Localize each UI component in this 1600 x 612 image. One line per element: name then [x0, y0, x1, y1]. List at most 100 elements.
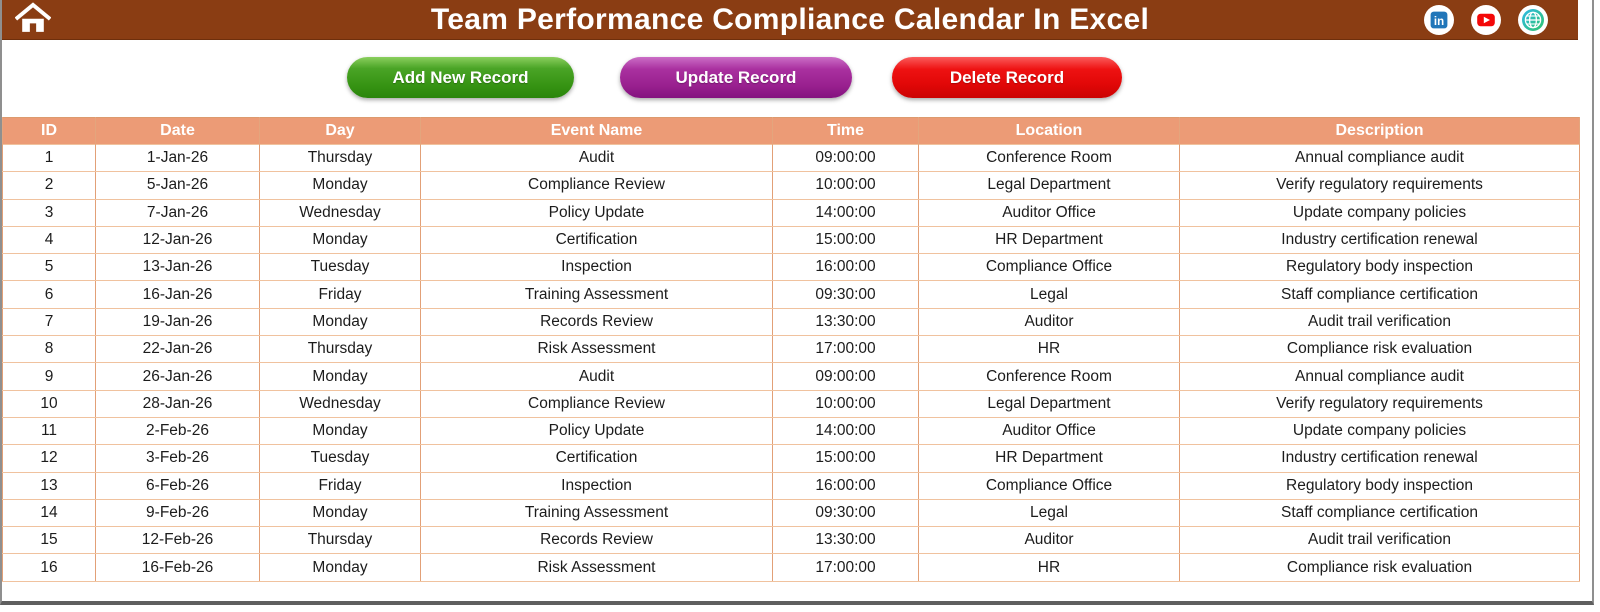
- cell-event-name[interactable]: Training Assessment: [420, 280, 773, 309]
- table-row[interactable]: 12 3-Feb-26 Tuesday Certification 15:00:00 HR…: [2, 444, 1580, 473]
- cell-event-name[interactable]: Records Review: [420, 526, 773, 555]
- cell-time[interactable]: 15:00:00: [772, 225, 919, 255]
- cell-id[interactable]: 16: [2, 553, 96, 582]
- cell-event-name[interactable]: Certification: [420, 444, 773, 473]
- cell-id[interactable]: 4: [2, 225, 96, 255]
- table-row[interactable]: 3 7-Jan-26 Wednesday Policy Update 14:00:00 A…: [2, 198, 1580, 227]
- cell-time[interactable]: 10:00:00: [772, 171, 919, 200]
- cell-date[interactable]: 5-Jan-26: [95, 171, 260, 200]
- cell-day[interactable]: Monday: [259, 553, 421, 582]
- cell-date[interactable]: 19-Jan-26: [95, 307, 260, 337]
- table-row[interactable]: 15 12-Feb-26 Thursday Records Review 13:30:0…: [2, 526, 1580, 555]
- cell-location[interactable]: HR Department: [918, 444, 1180, 473]
- youtube-icon[interactable]: [1471, 5, 1501, 35]
- cell-id[interactable]: 15: [2, 526, 96, 555]
- cell-time[interactable]: 16:00:00: [772, 253, 919, 282]
- cell-description[interactable]: Industry certification renewal: [1179, 225, 1580, 255]
- cell-description[interactable]: Compliance risk evaluation: [1179, 335, 1580, 364]
- cell-date[interactable]: 3-Feb-26: [95, 444, 260, 473]
- cell-id[interactable]: 10: [2, 389, 96, 418]
- cell-event-name[interactable]: Certification: [420, 225, 773, 255]
- cell-description[interactable]: Update company policies: [1179, 198, 1580, 227]
- cell-day[interactable]: Wednesday: [259, 389, 421, 418]
- cell-event-name[interactable]: Audit: [420, 362, 773, 391]
- cell-event-name[interactable]: Training Assessment: [420, 498, 773, 528]
- cell-day[interactable]: Friday: [259, 471, 421, 500]
- cell-description[interactable]: Verify regulatory requirements: [1179, 389, 1580, 418]
- cell-date[interactable]: 22-Jan-26: [95, 335, 260, 364]
- cell-time[interactable]: 14:00:00: [772, 198, 919, 227]
- cell-location[interactable]: Compliance Office: [918, 471, 1180, 500]
- home-button[interactable]: [14, 2, 52, 37]
- cell-date[interactable]: 13-Jan-26: [95, 253, 260, 282]
- table-row[interactable]: 11 2-Feb-26 Monday Policy Update 14:00:00 Aud…: [2, 416, 1580, 446]
- cell-description[interactable]: Regulatory body inspection: [1179, 253, 1580, 282]
- cell-location[interactable]: Auditor: [918, 526, 1180, 555]
- cell-event-name[interactable]: Risk Assessment: [420, 335, 773, 364]
- cell-description[interactable]: Staff compliance certification: [1179, 498, 1580, 528]
- cell-description[interactable]: Compliance risk evaluation: [1179, 553, 1580, 582]
- cell-date[interactable]: 26-Jan-26: [95, 362, 260, 391]
- update-record-button[interactable]: Update Record: [620, 57, 852, 98]
- cell-date[interactable]: 12-Feb-26: [95, 526, 260, 555]
- add-new-record-button[interactable]: Add New Record: [347, 57, 574, 98]
- table-row[interactable]: 1 1-Jan-26 Thursday Audit 09:00:00 Conference…: [2, 143, 1580, 173]
- cell-location[interactable]: Auditor: [918, 307, 1180, 337]
- cell-day[interactable]: Monday: [259, 362, 421, 391]
- cell-location[interactable]: Legal: [918, 280, 1180, 309]
- cell-event-name[interactable]: Policy Update: [420, 416, 773, 446]
- table-row[interactable]: 4 12-Jan-26 Monday Certification 15:00:00 HR …: [2, 225, 1580, 255]
- cell-location[interactable]: Auditor Office: [918, 416, 1180, 446]
- cell-time[interactable]: 09:00:00: [772, 143, 919, 173]
- table-row[interactable]: 10 28-Jan-26 Wednesday Compliance Review 10:…: [2, 389, 1580, 418]
- cell-location[interactable]: Legal Department: [918, 171, 1180, 200]
- cell-time[interactable]: 17:00:00: [772, 335, 919, 364]
- cell-location[interactable]: Auditor Office: [918, 198, 1180, 227]
- cell-day[interactable]: Thursday: [259, 143, 421, 173]
- cell-id[interactable]: 14: [2, 498, 96, 528]
- cell-event-name[interactable]: Records Review: [420, 307, 773, 337]
- cell-description[interactable]: Staff compliance certification: [1179, 280, 1580, 309]
- cell-location[interactable]: Conference Room: [918, 362, 1180, 391]
- cell-description[interactable]: Industry certification renewal: [1179, 444, 1580, 473]
- cell-location[interactable]: Conference Room: [918, 143, 1180, 173]
- cell-day[interactable]: Thursday: [259, 526, 421, 555]
- table-row[interactable]: 14 9-Feb-26 Monday Training Assessment 09:30…: [2, 498, 1580, 528]
- cell-event-name[interactable]: Inspection: [420, 471, 773, 500]
- cell-id[interactable]: 1: [2, 143, 96, 173]
- cell-date[interactable]: 7-Jan-26: [95, 198, 260, 227]
- cell-day[interactable]: Monday: [259, 225, 421, 255]
- cell-description[interactable]: Audit trail verification: [1179, 526, 1580, 555]
- cell-event-name[interactable]: Inspection: [420, 253, 773, 282]
- cell-id[interactable]: 13: [2, 471, 96, 500]
- cell-day[interactable]: Monday: [259, 498, 421, 528]
- table-row[interactable]: 13 6-Feb-26 Friday Inspection 16:00:00 Compli…: [2, 471, 1580, 500]
- cell-location[interactable]: Compliance Office: [918, 253, 1180, 282]
- cell-time[interactable]: 13:30:00: [772, 307, 919, 337]
- table-row[interactable]: 6 16-Jan-26 Friday Training Assessment 09:30…: [2, 280, 1580, 309]
- cell-description[interactable]: Annual compliance audit: [1179, 362, 1580, 391]
- cell-time[interactable]: 09:00:00: [772, 362, 919, 391]
- cell-description[interactable]: Regulatory body inspection: [1179, 471, 1580, 500]
- cell-description[interactable]: Audit trail verification: [1179, 307, 1580, 337]
- cell-event-name[interactable]: Policy Update: [420, 198, 773, 227]
- cell-id[interactable]: 12: [2, 444, 96, 473]
- cell-time[interactable]: 09:30:00: [772, 280, 919, 309]
- cell-location[interactable]: HR: [918, 553, 1180, 582]
- cell-day[interactable]: Friday: [259, 280, 421, 309]
- table-row[interactable]: 8 22-Jan-26 Thursday Risk Assessment 17:00:0…: [2, 335, 1580, 364]
- cell-time[interactable]: 10:00:00: [772, 389, 919, 418]
- cell-description[interactable]: Annual compliance audit: [1179, 143, 1580, 173]
- table-row[interactable]: 7 19-Jan-26 Monday Records Review 13:30:00 Au…: [2, 307, 1580, 337]
- cell-day[interactable]: Tuesday: [259, 253, 421, 282]
- cell-date[interactable]: 9-Feb-26: [95, 498, 260, 528]
- cell-day[interactable]: Monday: [259, 171, 421, 200]
- cell-day[interactable]: Monday: [259, 307, 421, 337]
- cell-time[interactable]: 17:00:00: [772, 553, 919, 582]
- cell-event-name[interactable]: Compliance Review: [420, 389, 773, 418]
- table-row[interactable]: 5 13-Jan-26 Tuesday Inspection 16:00:00 Compl…: [2, 253, 1580, 282]
- table-row[interactable]: 16 16-Feb-26 Monday Risk Assessment 17:00:00…: [2, 553, 1580, 582]
- cell-location[interactable]: Legal Department: [918, 389, 1180, 418]
- cell-date[interactable]: 28-Jan-26: [95, 389, 260, 418]
- cell-date[interactable]: 16-Feb-26: [95, 553, 260, 582]
